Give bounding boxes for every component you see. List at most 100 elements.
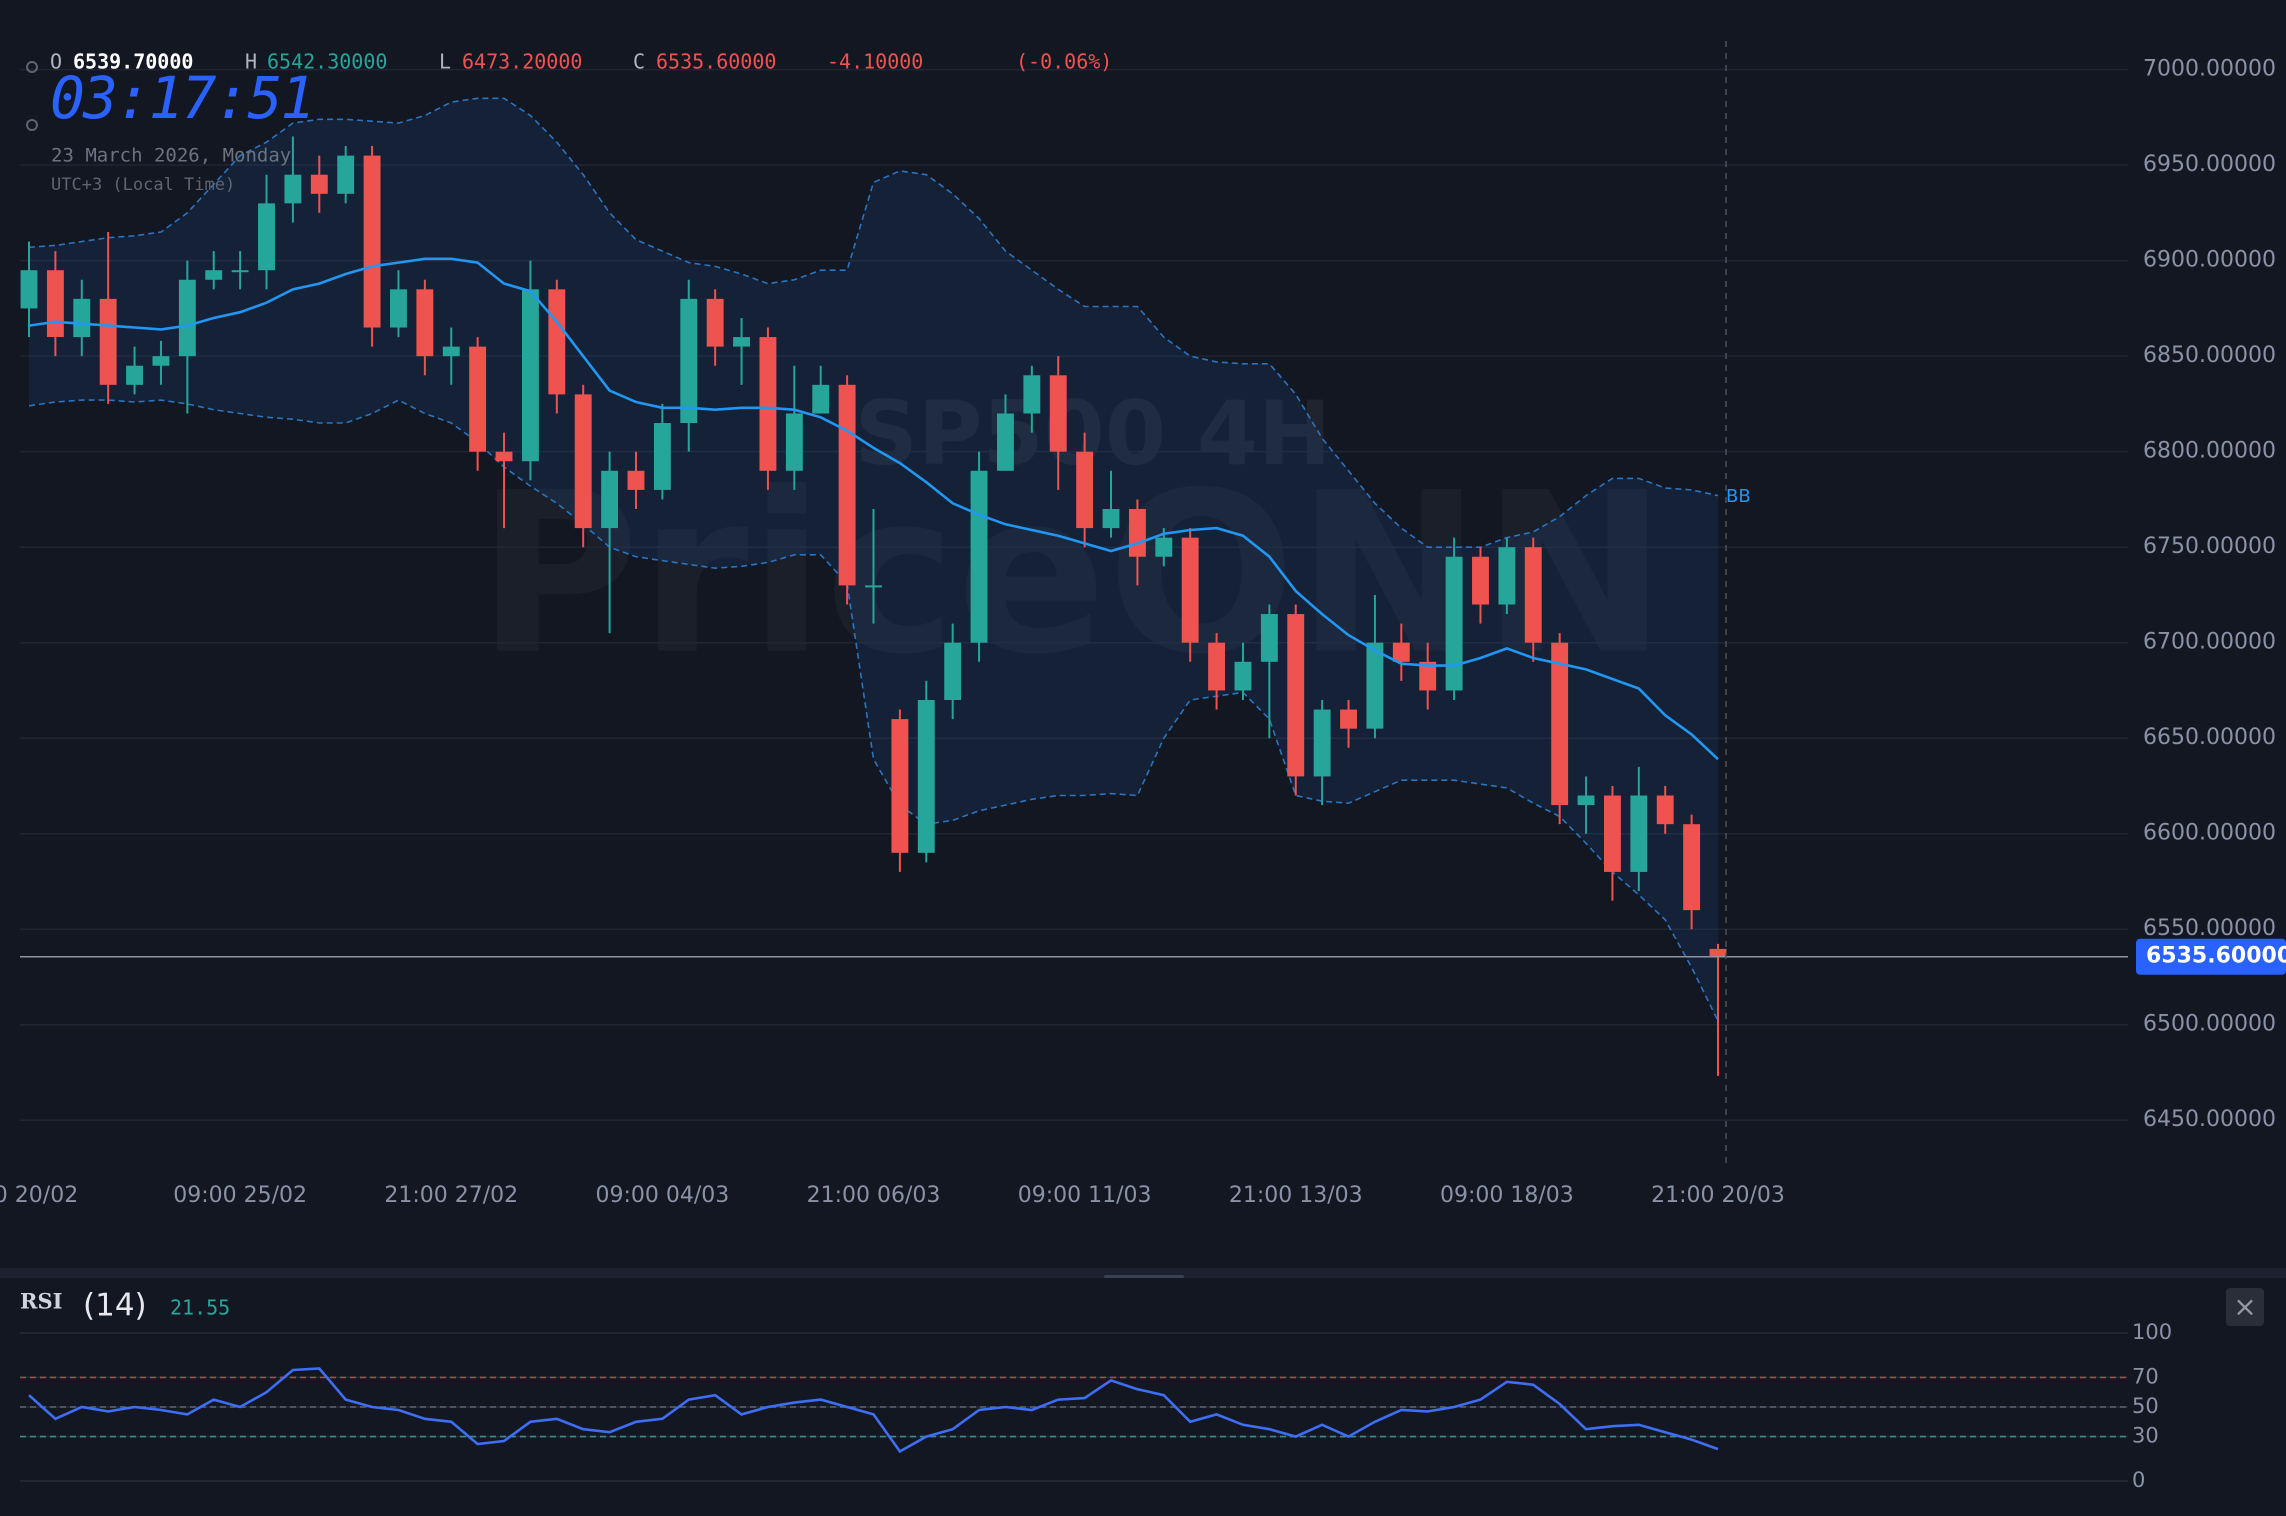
candle-body <box>944 642 962 701</box>
low-label: L <box>439 50 451 74</box>
rsi-period: (14) <box>83 1288 147 1324</box>
candle-body <box>310 174 328 194</box>
candle-body <box>390 289 407 328</box>
y-tick-label: 6450.00000 <box>2143 1107 2276 1132</box>
candle-body <box>1287 614 1305 777</box>
rsi-layer: 0 30 50 70 100 <box>20 1320 2172 1492</box>
candle-body <box>1656 795 1674 825</box>
close-icon[interactable]: × <box>2233 1290 2256 1323</box>
candle-body <box>812 384 830 414</box>
eye-icon[interactable] <box>26 61 38 73</box>
candle-body <box>1551 642 1569 806</box>
candle-body <box>759 337 777 471</box>
date: 23 March 2026, Monday <box>51 145 291 167</box>
y-tick-label: 6800.00000 <box>2143 439 2276 464</box>
close-button[interactable]: × <box>2226 1288 2264 1326</box>
candle-body <box>1023 375 1041 414</box>
candle-body <box>20 270 38 309</box>
y-tick-label: 50 <box>2132 1394 2159 1418</box>
y-tick-label: 6700.00000 <box>2143 630 2276 655</box>
candle-body <box>733 337 750 347</box>
last-price-badge <box>2136 938 2286 975</box>
candle-body <box>337 155 355 194</box>
close-label: C <box>633 50 645 74</box>
x-tick-label: 09:00 25/02 <box>173 1183 307 1208</box>
candle-body <box>1181 537 1199 643</box>
change-percent: (-0.06%) <box>1016 50 1112 74</box>
candle-body <box>258 203 275 271</box>
y-tick-label: 6500.00000 <box>2143 1012 2276 1037</box>
candle-body <box>1102 508 1120 529</box>
rsi-title: RSI <box>20 1289 62 1314</box>
candle-body <box>1709 948 1727 957</box>
y-tick-label: 0 <box>2132 1468 2145 1492</box>
x-tick-label: 00 20/02 <box>0 1183 78 1208</box>
x-tick-label: 21:00 27/02 <box>384 1183 518 1208</box>
candle-body <box>653 423 671 490</box>
candle-body <box>997 413 1014 471</box>
pane-separator[interactable] <box>0 1268 2286 1278</box>
candle-body <box>152 356 170 366</box>
candle-body <box>1049 375 1067 452</box>
change-value: -4.10000 <box>827 50 923 74</box>
candle-body <box>416 289 434 357</box>
clock: 03:17:51 <box>50 64 313 132</box>
candle-body <box>917 700 935 853</box>
y-tick-label: 7000.00000 <box>2143 57 2276 82</box>
candle-body <box>785 413 803 471</box>
candle-body <box>495 451 513 462</box>
candle-body <box>1366 642 1384 729</box>
y-tick-label: 6550.00000 <box>2143 916 2276 941</box>
close-button-bg[interactable] <box>2226 1288 2264 1326</box>
y-tick-label: 6900.00000 <box>2143 248 2276 273</box>
candle-body <box>126 365 144 385</box>
bb-middle <box>28 257 1719 761</box>
x-tick-label: 21:00 13/03 <box>1229 1183 1363 1208</box>
candle-body <box>1419 661 1437 691</box>
eye-icon[interactable] <box>26 119 38 131</box>
candle-body <box>469 346 487 452</box>
candle-body <box>521 289 539 462</box>
candle-body <box>1524 547 1542 643</box>
close-value: 6535.60000 <box>656 50 776 74</box>
candle-body <box>627 470 645 490</box>
candle-body <box>1392 642 1410 662</box>
high-value: 6542.30000 <box>267 50 387 74</box>
x-tick-label: 09:00 18/03 <box>1440 1183 1574 1208</box>
candle-body <box>73 298 91 338</box>
candle-body <box>231 270 249 273</box>
candle-body <box>442 346 460 357</box>
ohlc-legend: O 6539.70000 H 6542.30000 L 6473.20000 C… <box>26 50 1112 131</box>
candle-body <box>548 289 566 395</box>
candle-body <box>574 394 592 529</box>
bb-lower <box>28 399 1719 1022</box>
rsi-value: 21.55 <box>170 1296 230 1320</box>
candle-body <box>1260 614 1278 662</box>
y-tick-label: 6600.00000 <box>2143 821 2276 846</box>
high-label: H <box>245 50 257 74</box>
candle-body <box>1208 642 1226 691</box>
open-label: O <box>50 50 62 74</box>
x-tick-label: 21:00 20/03 <box>1651 1183 1785 1208</box>
x-tick-label: 09:00 11/03 <box>1018 1183 1152 1208</box>
candle-body <box>1234 661 1252 691</box>
main-layer: 6450.00000 6500.00000 6550.00000 6600.00000… <box>0 57 2286 1208</box>
candle-body <box>865 585 882 588</box>
candle-body <box>891 719 909 853</box>
y-tick-label: 70 <box>2132 1364 2159 1388</box>
bb-label: BB <box>1726 486 1751 507</box>
candle-body <box>99 298 117 385</box>
candle-body <box>284 174 302 204</box>
candle-body <box>1313 709 1331 777</box>
timezone: UTC+3 (Local Time) <box>51 175 235 195</box>
candle-body <box>1498 547 1516 605</box>
pane-handle[interactable] <box>1104 1275 1184 1278</box>
candle-body <box>1603 795 1621 872</box>
y-tick-label: 6950.00000 <box>2143 152 2276 177</box>
candle-body <box>1128 508 1146 557</box>
x-tick-label: 09:00 04/03 <box>595 1183 729 1208</box>
open-value: 6539.70000 <box>73 50 193 74</box>
candle-body <box>363 155 381 328</box>
